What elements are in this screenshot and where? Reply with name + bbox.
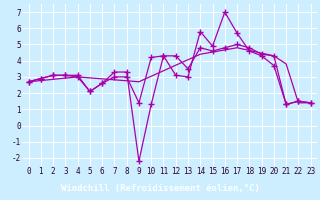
Text: Windchill (Refroidissement éolien,°C): Windchill (Refroidissement éolien,°C) (60, 184, 260, 193)
